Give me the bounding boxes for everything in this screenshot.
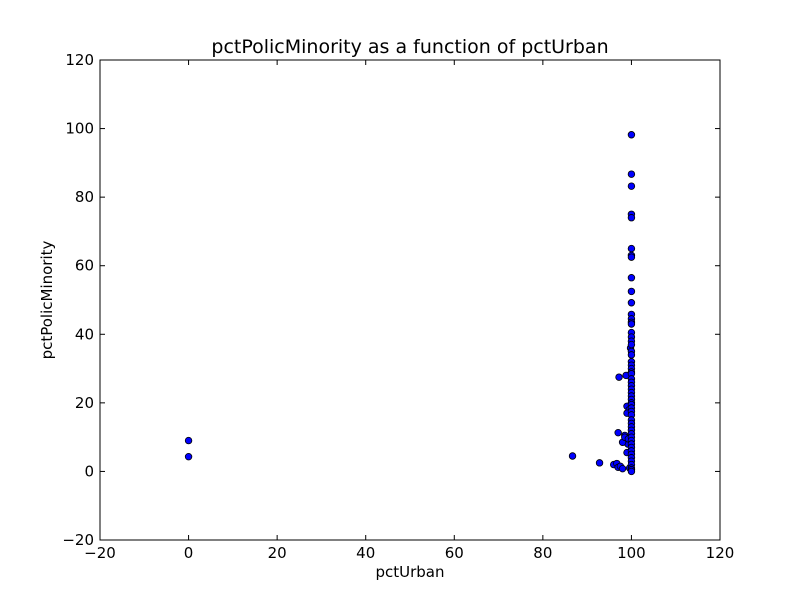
x-tick-label: 120 [706, 544, 735, 562]
x-tick-label: 20 [268, 544, 287, 562]
data-point [627, 131, 636, 139]
points-layer [184, 131, 636, 476]
x-tick-label: 0 [184, 544, 194, 562]
data-point [627, 299, 636, 307]
data-point [627, 340, 636, 349]
data-point [568, 452, 577, 460]
x-tick-label: 40 [356, 544, 375, 562]
ticks-layer: −20 0 20 40 60 80 100 120 −20 0 20 40 60 80 100 120 [62, 51, 734, 562]
data-point [627, 287, 636, 296]
y-tick-label: −20 [62, 531, 94, 549]
y-tick-label: 0 [84, 462, 94, 480]
data-point [614, 428, 622, 437]
x-tick-label: −20 [84, 544, 116, 562]
data-point [627, 170, 636, 178]
plot-frame [99, 59, 721, 541]
y-tick-label: 80 [75, 188, 94, 206]
y-axis-label: pctPolicMinority [38, 240, 56, 359]
y-tick-label: 100 [65, 120, 94, 138]
y-tick-label: 40 [75, 325, 94, 343]
data-point [627, 274, 636, 282]
x-tick-label: 80 [533, 544, 552, 562]
x-tick-label: 60 [445, 544, 464, 562]
data-point [627, 214, 636, 222]
data-point [627, 244, 636, 253]
data-point [595, 459, 604, 467]
y-tick-label: 20 [75, 394, 94, 412]
data-point [184, 452, 193, 461]
data-point [618, 464, 627, 473]
data-point [627, 320, 636, 328]
chart-title: pctPolicMinority as a function of pctUrb… [211, 36, 608, 58]
data-point [184, 436, 193, 445]
data-point [627, 467, 636, 476]
data-point [627, 253, 636, 261]
data-point [627, 182, 636, 190]
y-tick-label: 60 [75, 257, 94, 275]
y-tick-label: 120 [65, 51, 94, 69]
x-tick-label: 100 [617, 544, 646, 562]
data-point [627, 351, 636, 359]
data-point [615, 373, 623, 381]
x-axis-label: pctUrban [375, 563, 444, 581]
